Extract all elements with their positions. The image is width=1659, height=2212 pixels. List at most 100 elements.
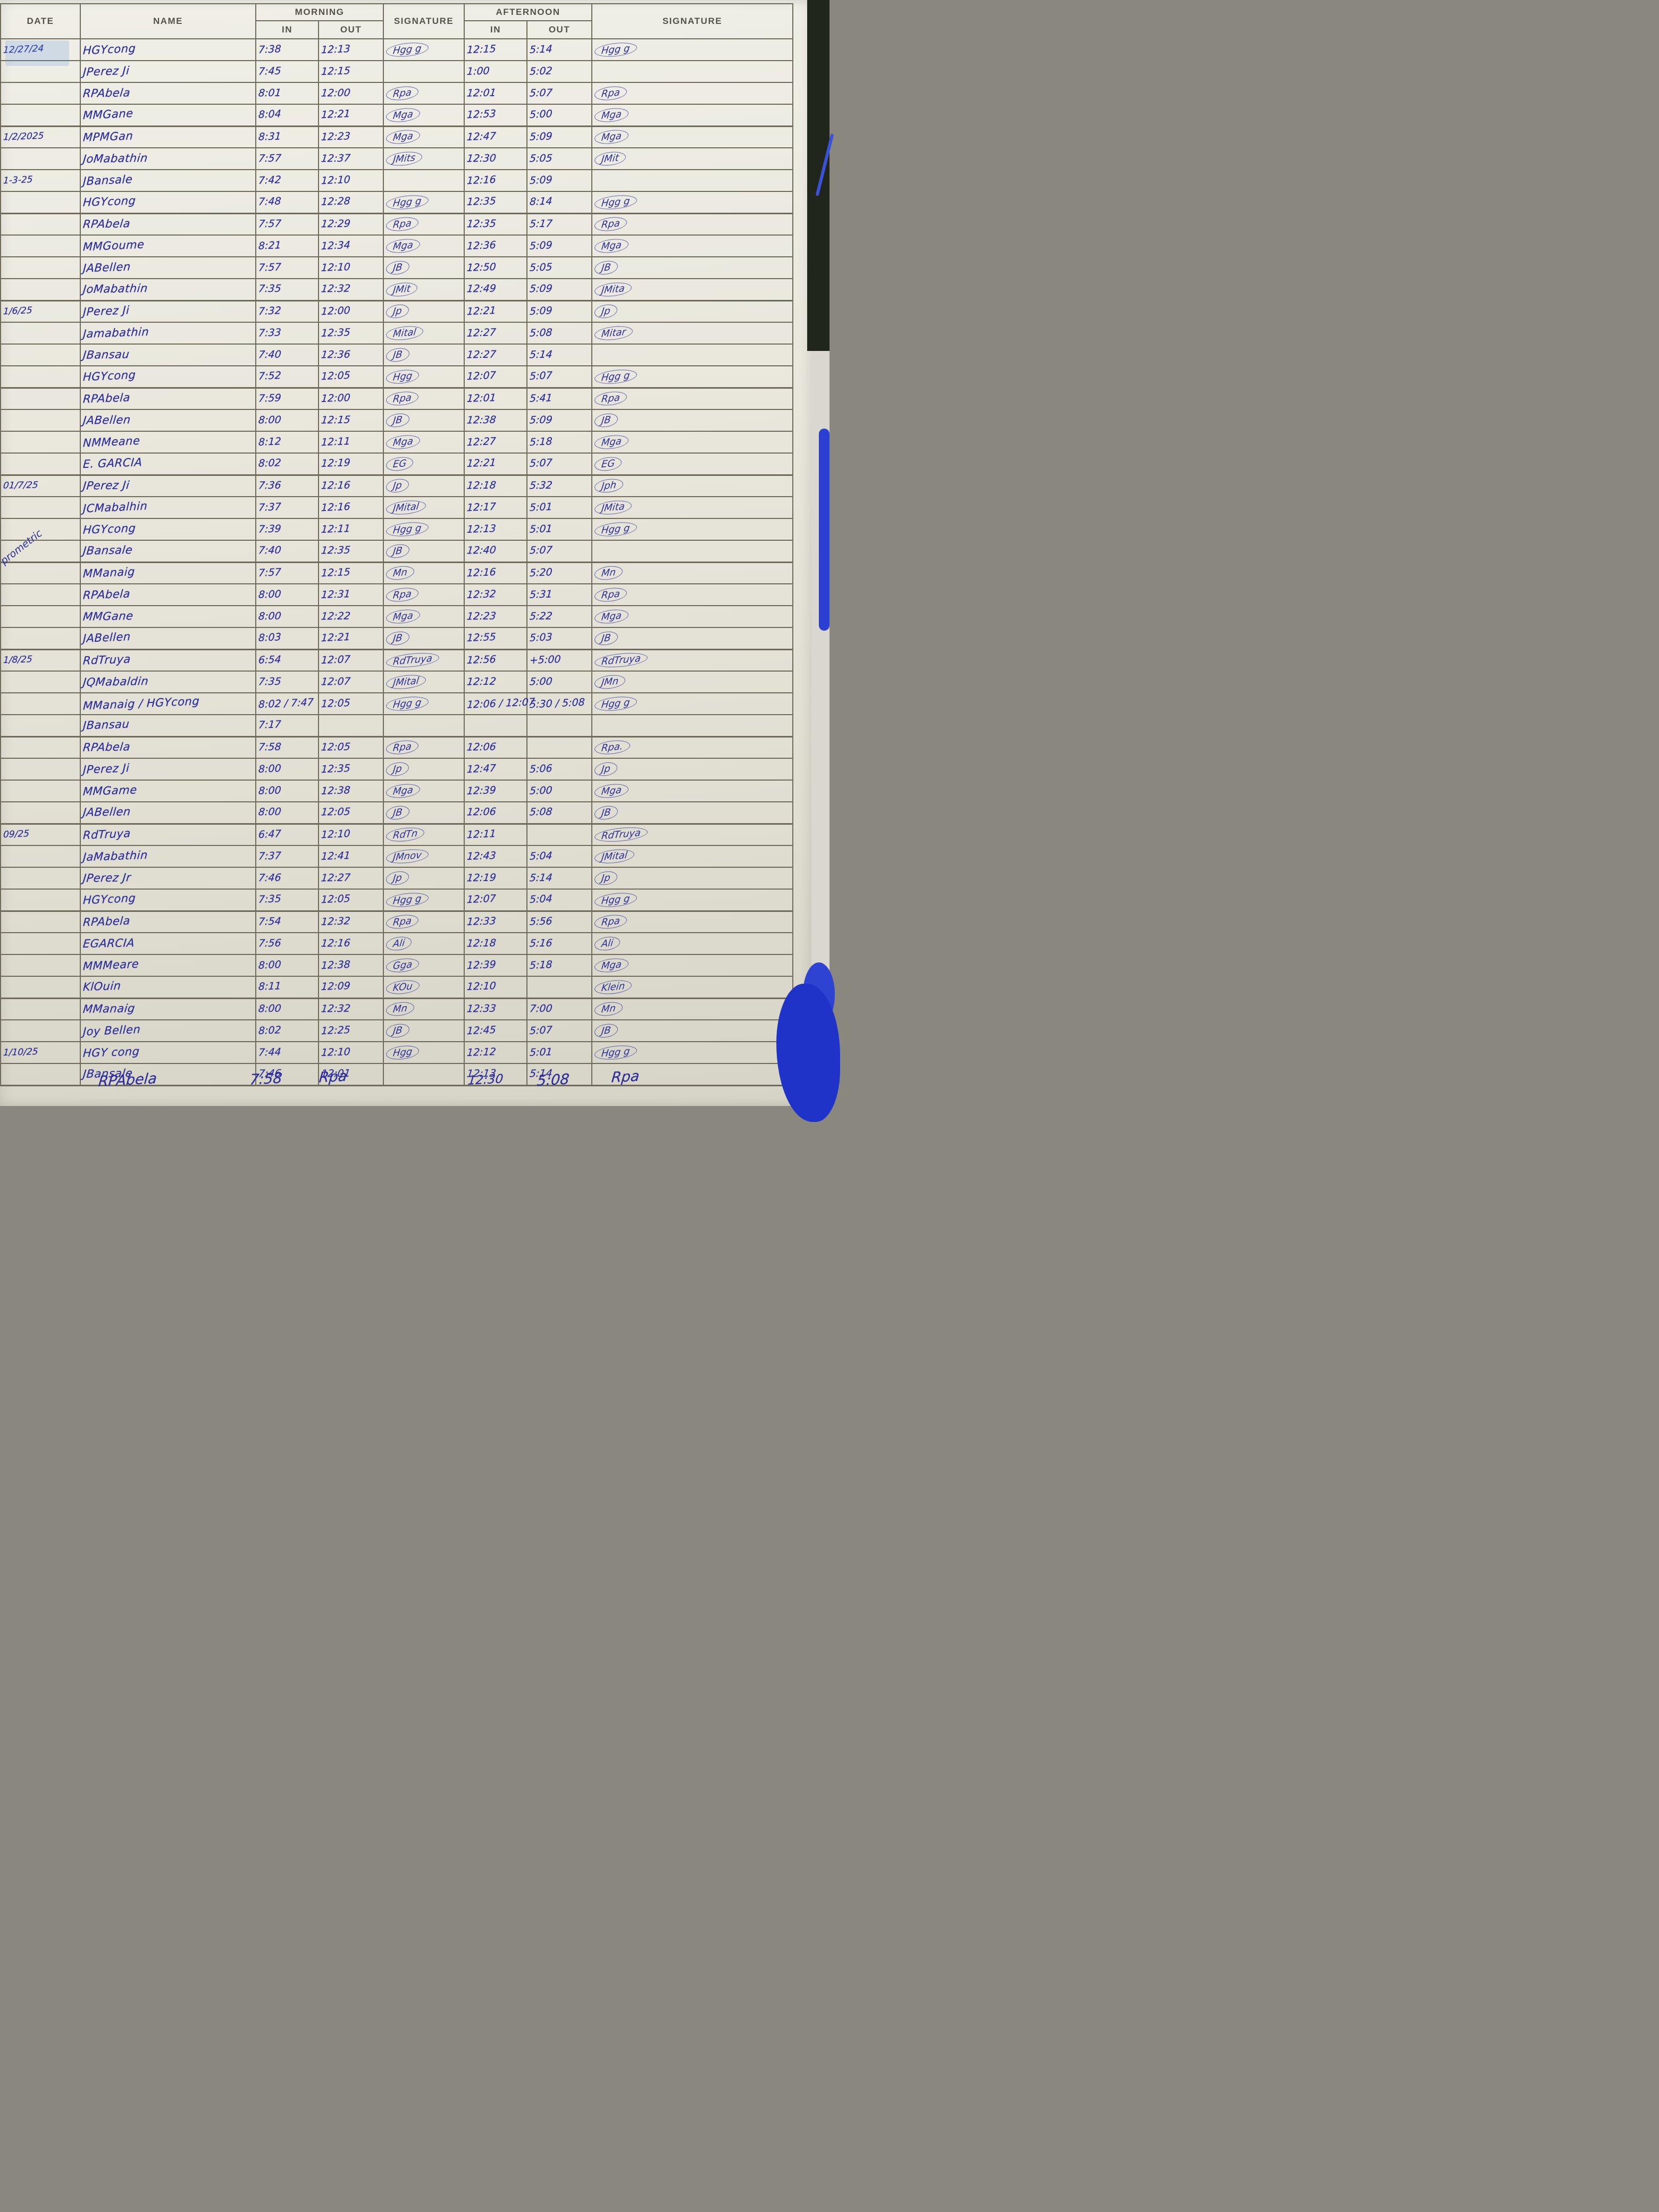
- date-cell: [0, 431, 81, 454]
- morning-out-cell: 12:09: [317, 976, 384, 999]
- date-cell: [0, 104, 81, 127]
- afternoon-out-cell: +5:00: [526, 649, 593, 672]
- afternoon-out-cell: 5:05: [526, 147, 593, 170]
- morning-in-cell: 7:46: [255, 1063, 319, 1086]
- footer-morning-in: 7:58: [249, 1070, 283, 1088]
- morning-in-cell: 7:40: [255, 343, 319, 366]
- afternoon-in-cell: 12:16: [464, 169, 528, 192]
- table-row: RPAbela 7:59 12:00 Rpa 12:01 5:41 Rpa: [0, 387, 794, 410]
- morning-signature-cell: Rpa: [383, 583, 465, 606]
- morning-in-cell: 7:54: [255, 910, 319, 933]
- afternoon-signature-cell: Hgg g: [591, 518, 794, 541]
- afternoon-out-cell: 5:07: [526, 1019, 593, 1042]
- name-cell: MMGane: [80, 104, 256, 127]
- afternoon-signature-cell: JMita: [591, 278, 794, 301]
- footer-afternoon-out: 5:08: [536, 1071, 570, 1090]
- morning-signature-cell: JMits: [383, 147, 465, 170]
- afternoon-in-cell: 12:56: [464, 649, 528, 672]
- date-cell: 1/10/25: [0, 1041, 81, 1064]
- afternoon-in-cell: 12:17: [464, 496, 528, 519]
- afternoon-in-cell: 12:30: [464, 147, 528, 170]
- morning-signature-cell: Mn: [383, 998, 465, 1020]
- date-cell: 01/7/25: [0, 474, 81, 497]
- morning-signature-cell: JB: [383, 256, 465, 279]
- afternoon-signature-cell: [591, 714, 794, 738]
- date-cell: [0, 82, 81, 105]
- afternoon-in-cell: 12:47: [464, 125, 528, 148]
- morning-in-cell: 8:00: [255, 409, 319, 432]
- morning-signature-cell: JB: [383, 343, 465, 366]
- name-cell: HGYcong: [80, 518, 256, 541]
- afternoon-out-cell: 5:01: [526, 518, 593, 541]
- morning-in-cell: 8:02: [255, 1019, 319, 1042]
- header-name: NAME: [80, 3, 256, 39]
- morning-in-cell: 7:37: [255, 845, 319, 868]
- afternoon-signature-cell: Mga: [591, 780, 794, 802]
- afternoon-out-cell: [526, 823, 593, 846]
- afternoon-in-cell: 12:12: [464, 1041, 528, 1064]
- afternoon-out-cell: 5:20: [526, 562, 593, 584]
- table-row: JoMabathin 7:35 12:32 JMit 12:49 5:09 JM…: [0, 278, 794, 301]
- morning-out-cell: 12:15: [317, 60, 384, 83]
- afternoon-signature-cell: Hgg g: [591, 365, 794, 389]
- name-cell: JoMabathin: [80, 278, 256, 301]
- morning-signature-cell: Mital: [383, 322, 465, 345]
- morning-in-cell: 6:54: [255, 649, 319, 672]
- header-signature-morning: SIGNATURE: [383, 3, 465, 39]
- morning-out-cell: 12:21: [317, 627, 384, 650]
- morning-out-cell: 12:35: [317, 540, 384, 563]
- afternoon-in-cell: 12:39: [464, 954, 528, 977]
- footer-name: RPAbela: [97, 1070, 158, 1090]
- morning-signature-cell: [383, 1063, 465, 1086]
- date-cell: [0, 714, 81, 738]
- morning-out-cell: 12:19: [317, 453, 384, 476]
- date-cell: 1/2/2025: [0, 125, 81, 148]
- morning-out-cell: 12:11: [317, 518, 384, 541]
- morning-signature-cell: Hgg g: [383, 889, 465, 912]
- morning-signature-cell: Ali: [383, 932, 465, 955]
- morning-signature-cell: Mga: [383, 104, 465, 127]
- morning-in-cell: 8:04: [255, 104, 319, 127]
- afternoon-out-cell: 5:07: [526, 540, 593, 563]
- date-cell: 1/6/25: [0, 300, 81, 323]
- afternoon-in-cell: 12:43: [464, 845, 528, 868]
- name-cell: Joy Bellen: [80, 1019, 256, 1042]
- morning-signature-cell: [383, 169, 465, 192]
- afternoon-out-cell: 5:14: [526, 1063, 593, 1086]
- afternoon-signature-cell: JMn: [591, 671, 794, 693]
- name-cell: E. GARCIA: [80, 453, 256, 476]
- morning-in-cell: 7:57: [255, 256, 319, 279]
- date-cell: [0, 780, 81, 802]
- name-cell: RPAbela: [80, 736, 256, 759]
- afternoon-in-cell: 12:35: [464, 213, 528, 236]
- afternoon-in-cell: 12:15: [464, 38, 528, 61]
- name-cell: JPerez Ji: [80, 300, 256, 323]
- morning-in-cell: 7:32: [255, 300, 319, 323]
- footer-afternoon-in: 12:30: [467, 1072, 504, 1088]
- morning-signature-cell: Mga: [383, 780, 465, 802]
- afternoon-signature-cell: Ali: [591, 932, 794, 955]
- date-cell: [0, 867, 81, 890]
- date-cell: [0, 998, 81, 1020]
- afternoon-out-cell: 5:16: [526, 932, 593, 955]
- afternoon-in-cell: 12:10: [464, 976, 528, 999]
- afternoon-signature-cell: [591, 60, 794, 83]
- name-cell: JABellen: [80, 801, 256, 825]
- afternoon-in-cell: 12:36: [464, 234, 528, 257]
- morning-out-cell: 12:05: [317, 736, 384, 759]
- afternoon-in-cell: 12:07: [464, 889, 528, 912]
- afternoon-in-cell: 12:21: [464, 453, 528, 476]
- table-row: RPAbela 8:01 12:00 Rpa 12:01 5:07 Rpa: [0, 82, 794, 105]
- date-cell: [0, 213, 81, 236]
- afternoon-out-cell: 5:09: [526, 234, 593, 257]
- afternoon-out-cell: 5:30 / 5:08: [526, 692, 593, 715]
- table-row: JBansau 7:17: [0, 714, 794, 738]
- morning-out-cell: 12:05: [317, 801, 384, 825]
- morning-out-cell: 12:27: [317, 867, 384, 890]
- morning-out-cell: 12:10: [317, 1041, 384, 1064]
- morning-out-cell: 12:05: [317, 692, 384, 715]
- morning-in-cell: 8:00: [255, 583, 319, 606]
- date-cell: [0, 976, 81, 999]
- afternoon-out-cell: 5:41: [526, 387, 593, 410]
- afternoon-signature-cell: Rpa: [591, 583, 794, 606]
